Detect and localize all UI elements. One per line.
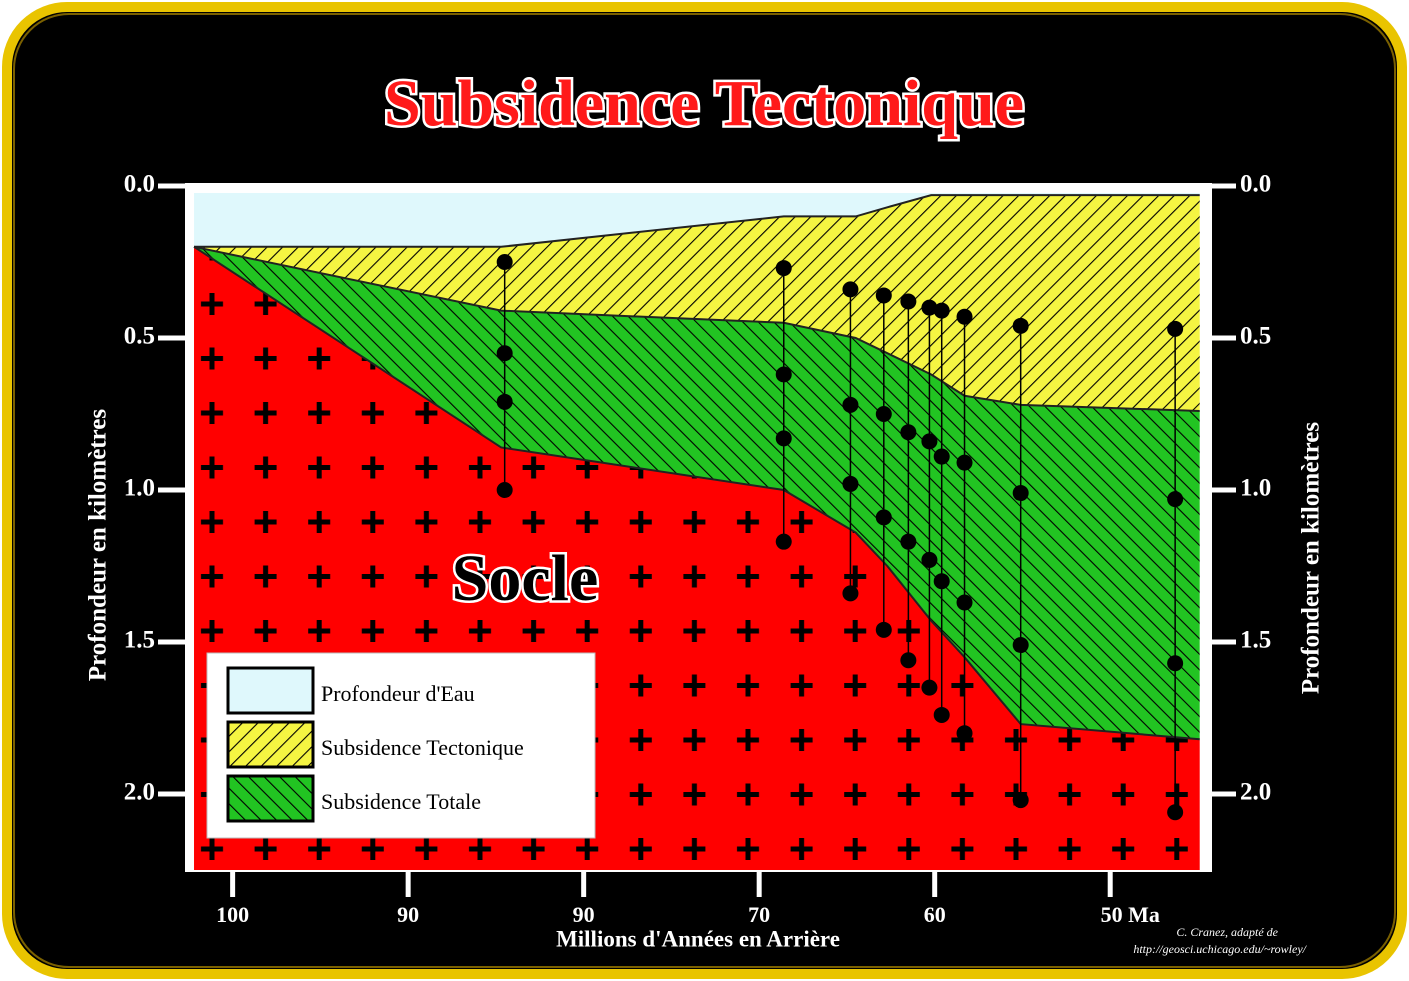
data-point	[496, 254, 513, 270]
data-point	[933, 302, 950, 319]
x-tick-label: 90	[573, 902, 595, 927]
legend-swatch	[226, 774, 315, 823]
data-point	[900, 424, 917, 441]
data-point	[842, 396, 859, 413]
data-point	[496, 482, 513, 498]
data-point	[842, 281, 859, 298]
x-tick-label: 60	[924, 902, 946, 927]
data-point	[1167, 804, 1184, 821]
legend-label: Profondeur d'Eau	[321, 681, 475, 706]
data-point	[921, 551, 938, 568]
data-point	[900, 533, 917, 550]
data-point	[933, 573, 950, 590]
y-tick-label: 2.0	[124, 779, 155, 806]
y-axis-label-right: Profondeur en kilomètres	[1298, 422, 1325, 694]
y-tick-label: 0.0	[124, 171, 155, 198]
y-tick-label-right: 0.5	[1240, 323, 1271, 350]
x-tick-label: 70	[748, 902, 770, 927]
data-point	[1167, 320, 1184, 337]
data-point	[921, 433, 938, 450]
data-point	[933, 448, 950, 465]
chart-title: Subsidence Tectonique	[384, 67, 1024, 140]
data-point	[933, 706, 950, 723]
annotation: Socle	[452, 542, 599, 615]
legend-label: Subsidence Tectonique	[321, 735, 524, 760]
data-point	[842, 475, 859, 492]
legend-swatch	[226, 666, 315, 715]
boundary-line	[193, 245, 1200, 741]
x-axis-label: Millions d'Années en Arrière	[556, 926, 840, 951]
y-axis-label: Profondeur en kilomètres	[85, 409, 112, 681]
data-point	[775, 533, 792, 550]
y-tick-label-right: 1.5	[1240, 627, 1271, 654]
data-point	[1167, 491, 1184, 508]
data-point	[842, 585, 859, 602]
y-tick-label-right: 2.0	[1240, 779, 1271, 806]
credit: C. Cranez, adapté de	[1176, 925, 1278, 939]
legend-label: Subsidence Totale	[321, 789, 481, 814]
data-point	[1012, 637, 1029, 654]
y-tick-label: 1.5	[124, 627, 155, 654]
data-point	[956, 308, 973, 325]
y-tick-label-right: 0.0	[1240, 171, 1271, 198]
total-area	[194, 246, 1200, 740]
boundary-line	[194, 194, 1200, 248]
data-point	[775, 366, 792, 383]
data-point	[1012, 485, 1029, 502]
x-tick-label: 50 Ma	[1101, 902, 1160, 927]
boundary-line	[193, 245, 1200, 412]
data-point	[956, 454, 973, 471]
data-point	[956, 725, 973, 742]
data-point	[875, 406, 892, 422]
data-point	[775, 260, 792, 277]
x-tick-label: 100	[216, 902, 249, 927]
data-point	[875, 621, 892, 638]
data-point	[875, 287, 892, 304]
x-tick-label: 90	[397, 902, 419, 927]
y-tick-label: 0.5	[124, 323, 155, 350]
data-point	[496, 345, 513, 362]
data-point	[875, 509, 892, 526]
data-point	[1012, 317, 1029, 334]
data-point	[1012, 792, 1029, 809]
data-point	[921, 299, 938, 316]
tectonic-area	[194, 195, 1200, 411]
credit-url: http://geosci.uchicago.edu/~rowley/	[1133, 942, 1307, 956]
data-point	[900, 293, 917, 310]
frame-inner	[13, 13, 1396, 968]
legend-swatch	[226, 720, 315, 769]
data-point	[921, 679, 938, 696]
data-point	[496, 393, 513, 410]
data-point	[1167, 655, 1184, 672]
y-tick-label: 1.0	[124, 475, 155, 502]
data-point	[900, 652, 917, 669]
y-tick-label-right: 1.0	[1240, 475, 1271, 502]
data-point	[956, 594, 973, 611]
water-area	[194, 193, 1200, 247]
data-point	[775, 430, 792, 447]
